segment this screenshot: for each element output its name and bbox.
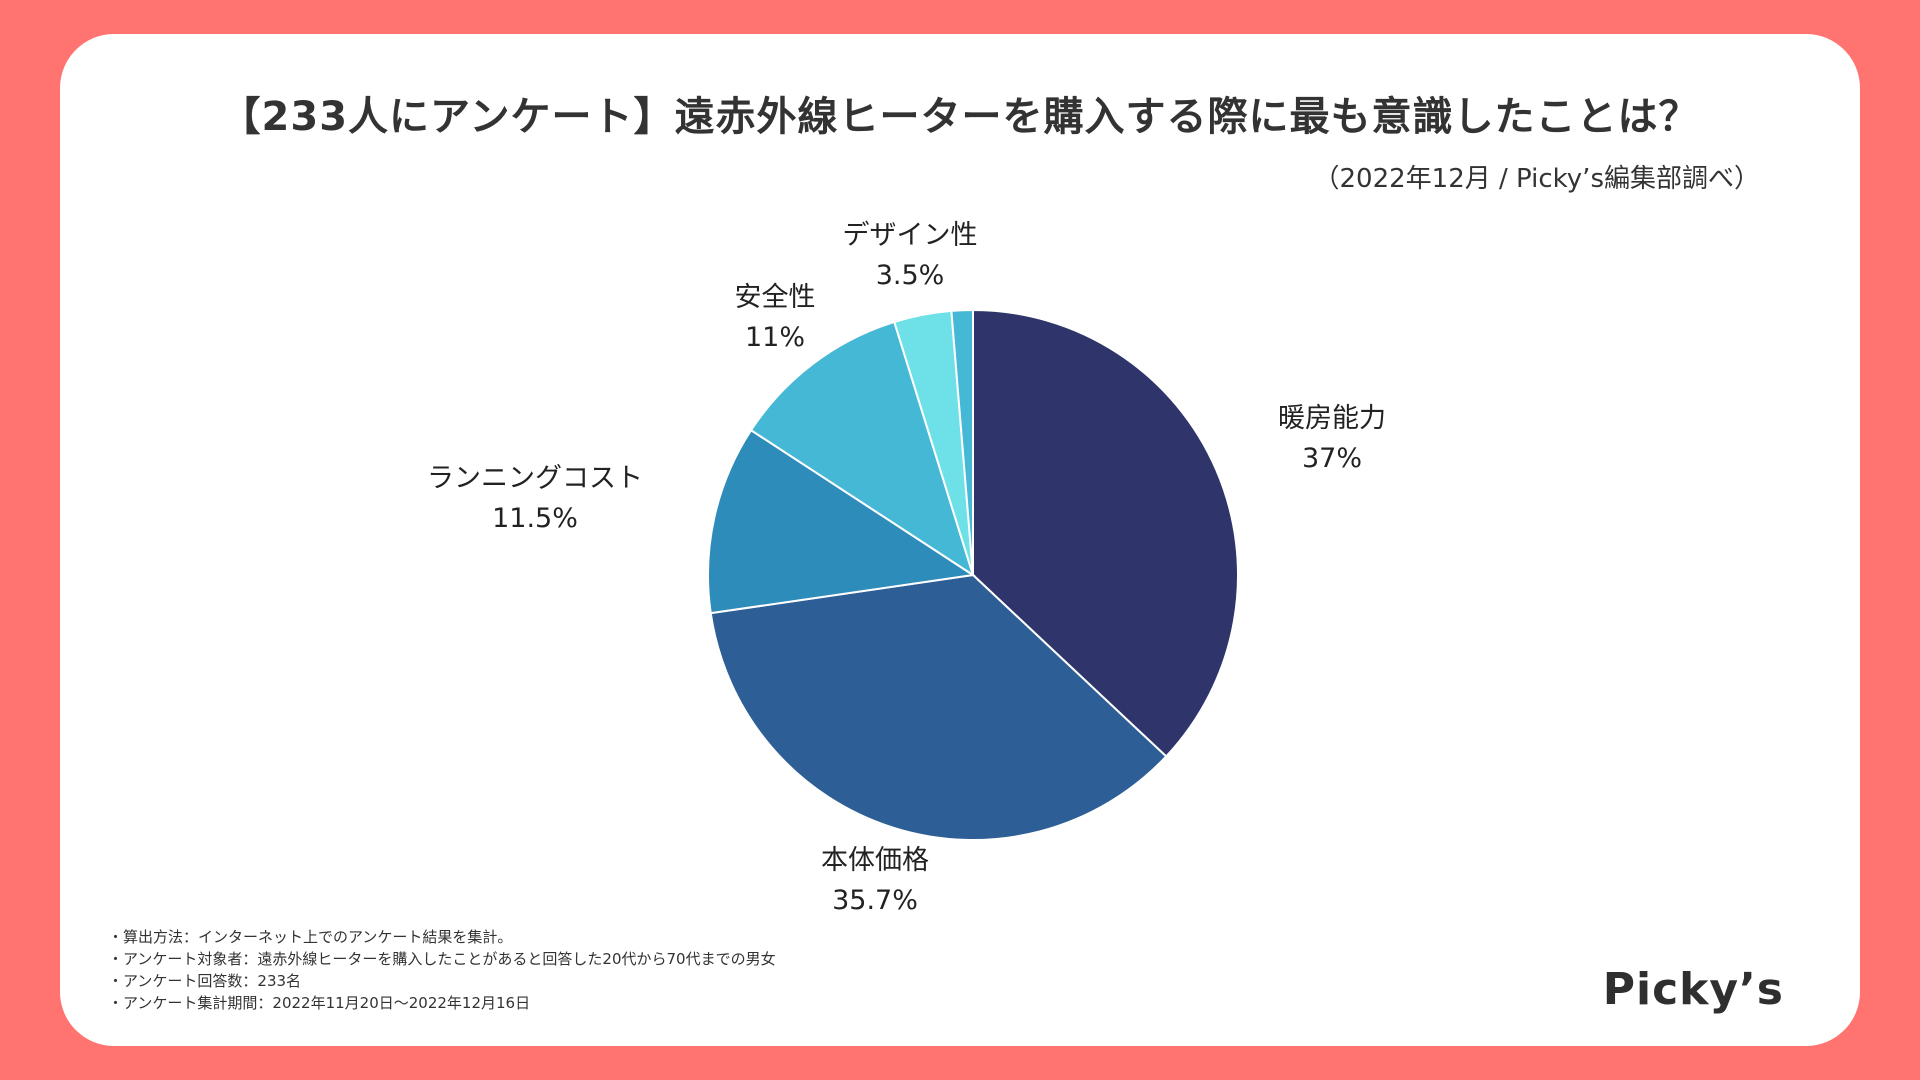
pie-slice-3 [749, 320, 975, 578]
note-line-count: ・アンケート回答数：233名 [108, 972, 302, 990]
note-line-target: ・アンケート対象者：遠赤外線ヒーターを購入したことがあると回答した20代から70… [108, 950, 776, 968]
chart-title: 【233人にアンケート】遠赤外線ヒーターを購入する際に最も意識したことは？ [220, 94, 1700, 140]
slice-value-label: 35.7% [832, 885, 918, 916]
slice-value-label: 11.5% [492, 503, 578, 534]
source-note: （2022年12月 / Picky’s編集部調べ） [1313, 164, 1761, 194]
survey-notes: ・算出方法：インターネット上でのアンケート結果を集計。 ・アンケート対象者：遠赤… [108, 926, 776, 1014]
pie-chart: 暖房能力 37% 本体価格 35.7% ランニングコスト 11.5% 安全性 11% デザイン性… [427, 220, 1386, 916]
note-line-period: ・アンケート集計期間：2022年11月20日〜2022年12月16日 [108, 994, 531, 1012]
pie-slice-2 [707, 428, 976, 615]
slice-label: 本体価格 [821, 845, 929, 876]
slice-label: 暖房能力 [1278, 403, 1386, 434]
note-line-method: ・算出方法：インターネット上でのアンケート結果を集計。 [108, 928, 513, 946]
slice-value-label: 37% [1302, 443, 1362, 474]
pie-slice-other [950, 308, 974, 576]
slice-value-label: 11% [745, 322, 805, 353]
pie-slice-1 [709, 573, 1168, 842]
slice-value-label: 3.5% [876, 260, 945, 291]
slice-label: ランニングコスト [427, 463, 643, 494]
brand-logo: Picky’s [1602, 964, 1784, 1015]
slice-label: デザイン性 [843, 220, 978, 251]
chart-card: 【233人にアンケート】遠赤外線ヒーターを購入する際に最も意識したことは？ （2… [60, 34, 1860, 1046]
slice-label: 安全性 [735, 282, 816, 313]
pie-slice-0 [972, 308, 1239, 758]
